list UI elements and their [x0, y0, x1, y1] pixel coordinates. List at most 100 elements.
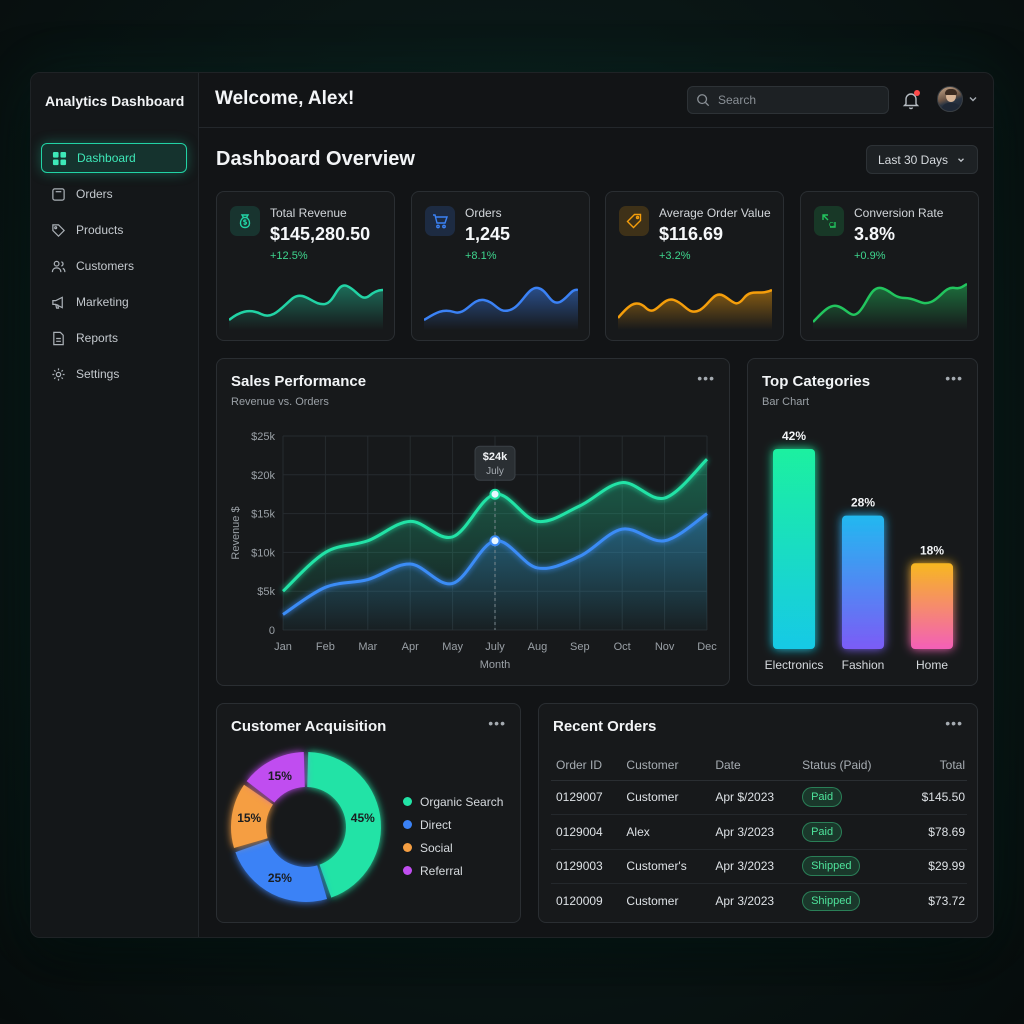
- bar: [773, 449, 815, 649]
- x-tick-label: Feb: [316, 641, 335, 653]
- tooltip-month: July: [486, 466, 504, 477]
- welcome-heading: Welcome, Alex!: [215, 88, 354, 110]
- column-header[interactable]: Total: [898, 750, 967, 780]
- sidebar-item-reports[interactable]: Reports: [41, 323, 187, 353]
- x-tick-label: May: [442, 641, 463, 653]
- x-tick-label: Mar: [358, 641, 377, 653]
- legend-swatch: [403, 843, 412, 852]
- x-tick-label: Apr: [402, 641, 419, 653]
- kpi-value: 3.8%: [854, 224, 895, 245]
- sidebar-item-settings[interactable]: Settings: [41, 359, 187, 389]
- kpi-card-average-order-value[interactable]: Average Order Value $116.69 +3.2%: [605, 191, 784, 341]
- table-row[interactable]: 0120009 Customer Apr 3/2023 Shipped $73.…: [551, 884, 967, 919]
- gear-icon: [51, 367, 66, 382]
- sidebar-item-orders[interactable]: Orders: [41, 179, 187, 209]
- search-input[interactable]: [718, 93, 878, 107]
- slice-label: 15%: [268, 769, 292, 783]
- bar-value-label: 18%: [920, 543, 944, 557]
- orders-table: Order ID Customer Date Status (Paid) Tot…: [551, 750, 967, 918]
- x-tick-label: July: [485, 641, 505, 653]
- document-icon: [51, 331, 66, 346]
- legend-label: Social: [420, 841, 453, 855]
- sidebar-item-label: Orders: [76, 187, 113, 201]
- sidebar-item-marketing[interactable]: Marketing: [41, 287, 187, 317]
- x-tick-label: Oct: [614, 641, 631, 653]
- grid-icon: [52, 151, 67, 166]
- order-id: 0120009: [551, 884, 621, 919]
- table-row[interactable]: 0129007 Customer Apr $/2023 Paid $145.50: [551, 780, 967, 815]
- sidebar-item-products[interactable]: Products: [41, 215, 187, 245]
- order-date: Apr 3/2023: [710, 884, 797, 919]
- kpi-label: Orders: [465, 206, 502, 220]
- cart-icon: [425, 206, 455, 236]
- kpi-card-total-revenue[interactable]: Total Revenue $145,280.50 +12.5%: [216, 191, 395, 341]
- column-header[interactable]: Order ID: [551, 750, 621, 780]
- kpi-card-conversion-rate[interactable]: C Conversion Rate 3.8% +0.9%: [800, 191, 979, 341]
- sidebar-item-label: Products: [76, 223, 123, 237]
- kpi-delta: +8.1%: [465, 250, 497, 262]
- y-tick-label: $5k: [257, 586, 275, 598]
- chevron-down-icon: [956, 155, 966, 165]
- data-point: [491, 490, 500, 499]
- status-badge: Paid: [802, 822, 842, 842]
- recent-orders-card: Recent Orders ••• Order ID Customer Date…: [538, 703, 978, 923]
- bar-category-label: Home: [916, 658, 948, 672]
- box-icon: [51, 187, 66, 202]
- sales-performance-card: Sales Performance Revenue vs. Orders •••…: [216, 358, 730, 686]
- slice-label: 25%: [268, 871, 292, 885]
- sidebar-item-label: Marketing: [76, 295, 129, 309]
- slice-label: 45%: [351, 811, 375, 825]
- date-range-select[interactable]: Last 30 Days: [866, 145, 978, 174]
- legend-swatch: [403, 797, 412, 806]
- sidebar-item-customers[interactable]: Customers: [41, 251, 187, 281]
- sidebar-item-label: Settings: [76, 367, 119, 381]
- app-title: Analytics Dashboard: [45, 93, 184, 109]
- kpi-value: $145,280.50: [270, 224, 370, 245]
- x-tick-label: Aug: [528, 641, 548, 653]
- status-badge: Shipped: [802, 856, 860, 876]
- column-header[interactable]: Date: [710, 750, 797, 780]
- sales-line-chart: 0$5k$10k$15k$20k$25kJan Feb Mar Apr May July A…: [217, 359, 731, 687]
- status-badge: Paid: [802, 787, 842, 807]
- avatar[interactable]: [937, 86, 963, 112]
- money-bag-icon: [230, 206, 260, 236]
- chevron-down-icon[interactable]: [967, 93, 979, 105]
- kpi-label: Total Revenue: [270, 206, 347, 220]
- order-customer: Customer: [621, 780, 710, 815]
- orders-sparkline: [424, 274, 578, 330]
- kpi-card-orders[interactable]: Orders 1,245 +8.1%: [411, 191, 590, 341]
- notification-badge: [914, 90, 920, 96]
- chart-legend: Organic Search Direct Social Referral: [403, 790, 503, 882]
- sidebar-item-label: Dashboard: [77, 151, 136, 165]
- notification-button[interactable]: [901, 90, 921, 110]
- tag-icon: [619, 206, 649, 236]
- more-options-icon[interactable]: •••: [945, 718, 963, 728]
- y-tick-label: $15k: [251, 509, 275, 521]
- order-id: 0129003: [551, 849, 621, 884]
- legend-label: Direct: [420, 818, 451, 832]
- search-box[interactable]: [687, 86, 889, 114]
- x-tick-label: Sep: [570, 641, 590, 653]
- bar-category-label: Fashion: [842, 658, 885, 672]
- customer-acquisition-card: Customer Acquisition ••• 45% 25% 15% 15% Or…: [216, 703, 521, 923]
- sidebar-nav: Dashboard Orders Products Customers Mark…: [41, 143, 187, 395]
- order-date: Apr $/2023: [710, 780, 797, 815]
- table-row[interactable]: 0129004 Alex Apr 3/2023 Paid $78.69: [551, 815, 967, 850]
- legend-item: Direct: [403, 813, 503, 836]
- bar-category-label: Electronics: [765, 658, 824, 672]
- legend-label: Organic Search: [420, 795, 503, 809]
- kpi-value: 1,245: [465, 224, 510, 245]
- tag-icon: [51, 223, 66, 238]
- x-axis-label: Month: [480, 659, 511, 671]
- column-header[interactable]: Customer: [621, 750, 710, 780]
- main-content: Dashboard Overview Last 30 Days Total Re…: [199, 128, 993, 937]
- status-badge: Shipped: [802, 891, 860, 911]
- column-header[interactable]: Status (Paid): [797, 750, 898, 780]
- x-tick-label: Jan: [274, 641, 292, 653]
- conversion-sparkline: [813, 274, 967, 330]
- sidebar-item-dashboard[interactable]: Dashboard: [41, 143, 187, 173]
- table-row[interactable]: 0129003 Customer's Apr 3/2023 Shipped $2…: [551, 849, 967, 884]
- kpi-delta: +0.9%: [854, 250, 886, 262]
- sidebar: Analytics Dashboard Dashboard Orders Pro…: [31, 73, 199, 937]
- kpi-delta: +12.5%: [270, 250, 308, 262]
